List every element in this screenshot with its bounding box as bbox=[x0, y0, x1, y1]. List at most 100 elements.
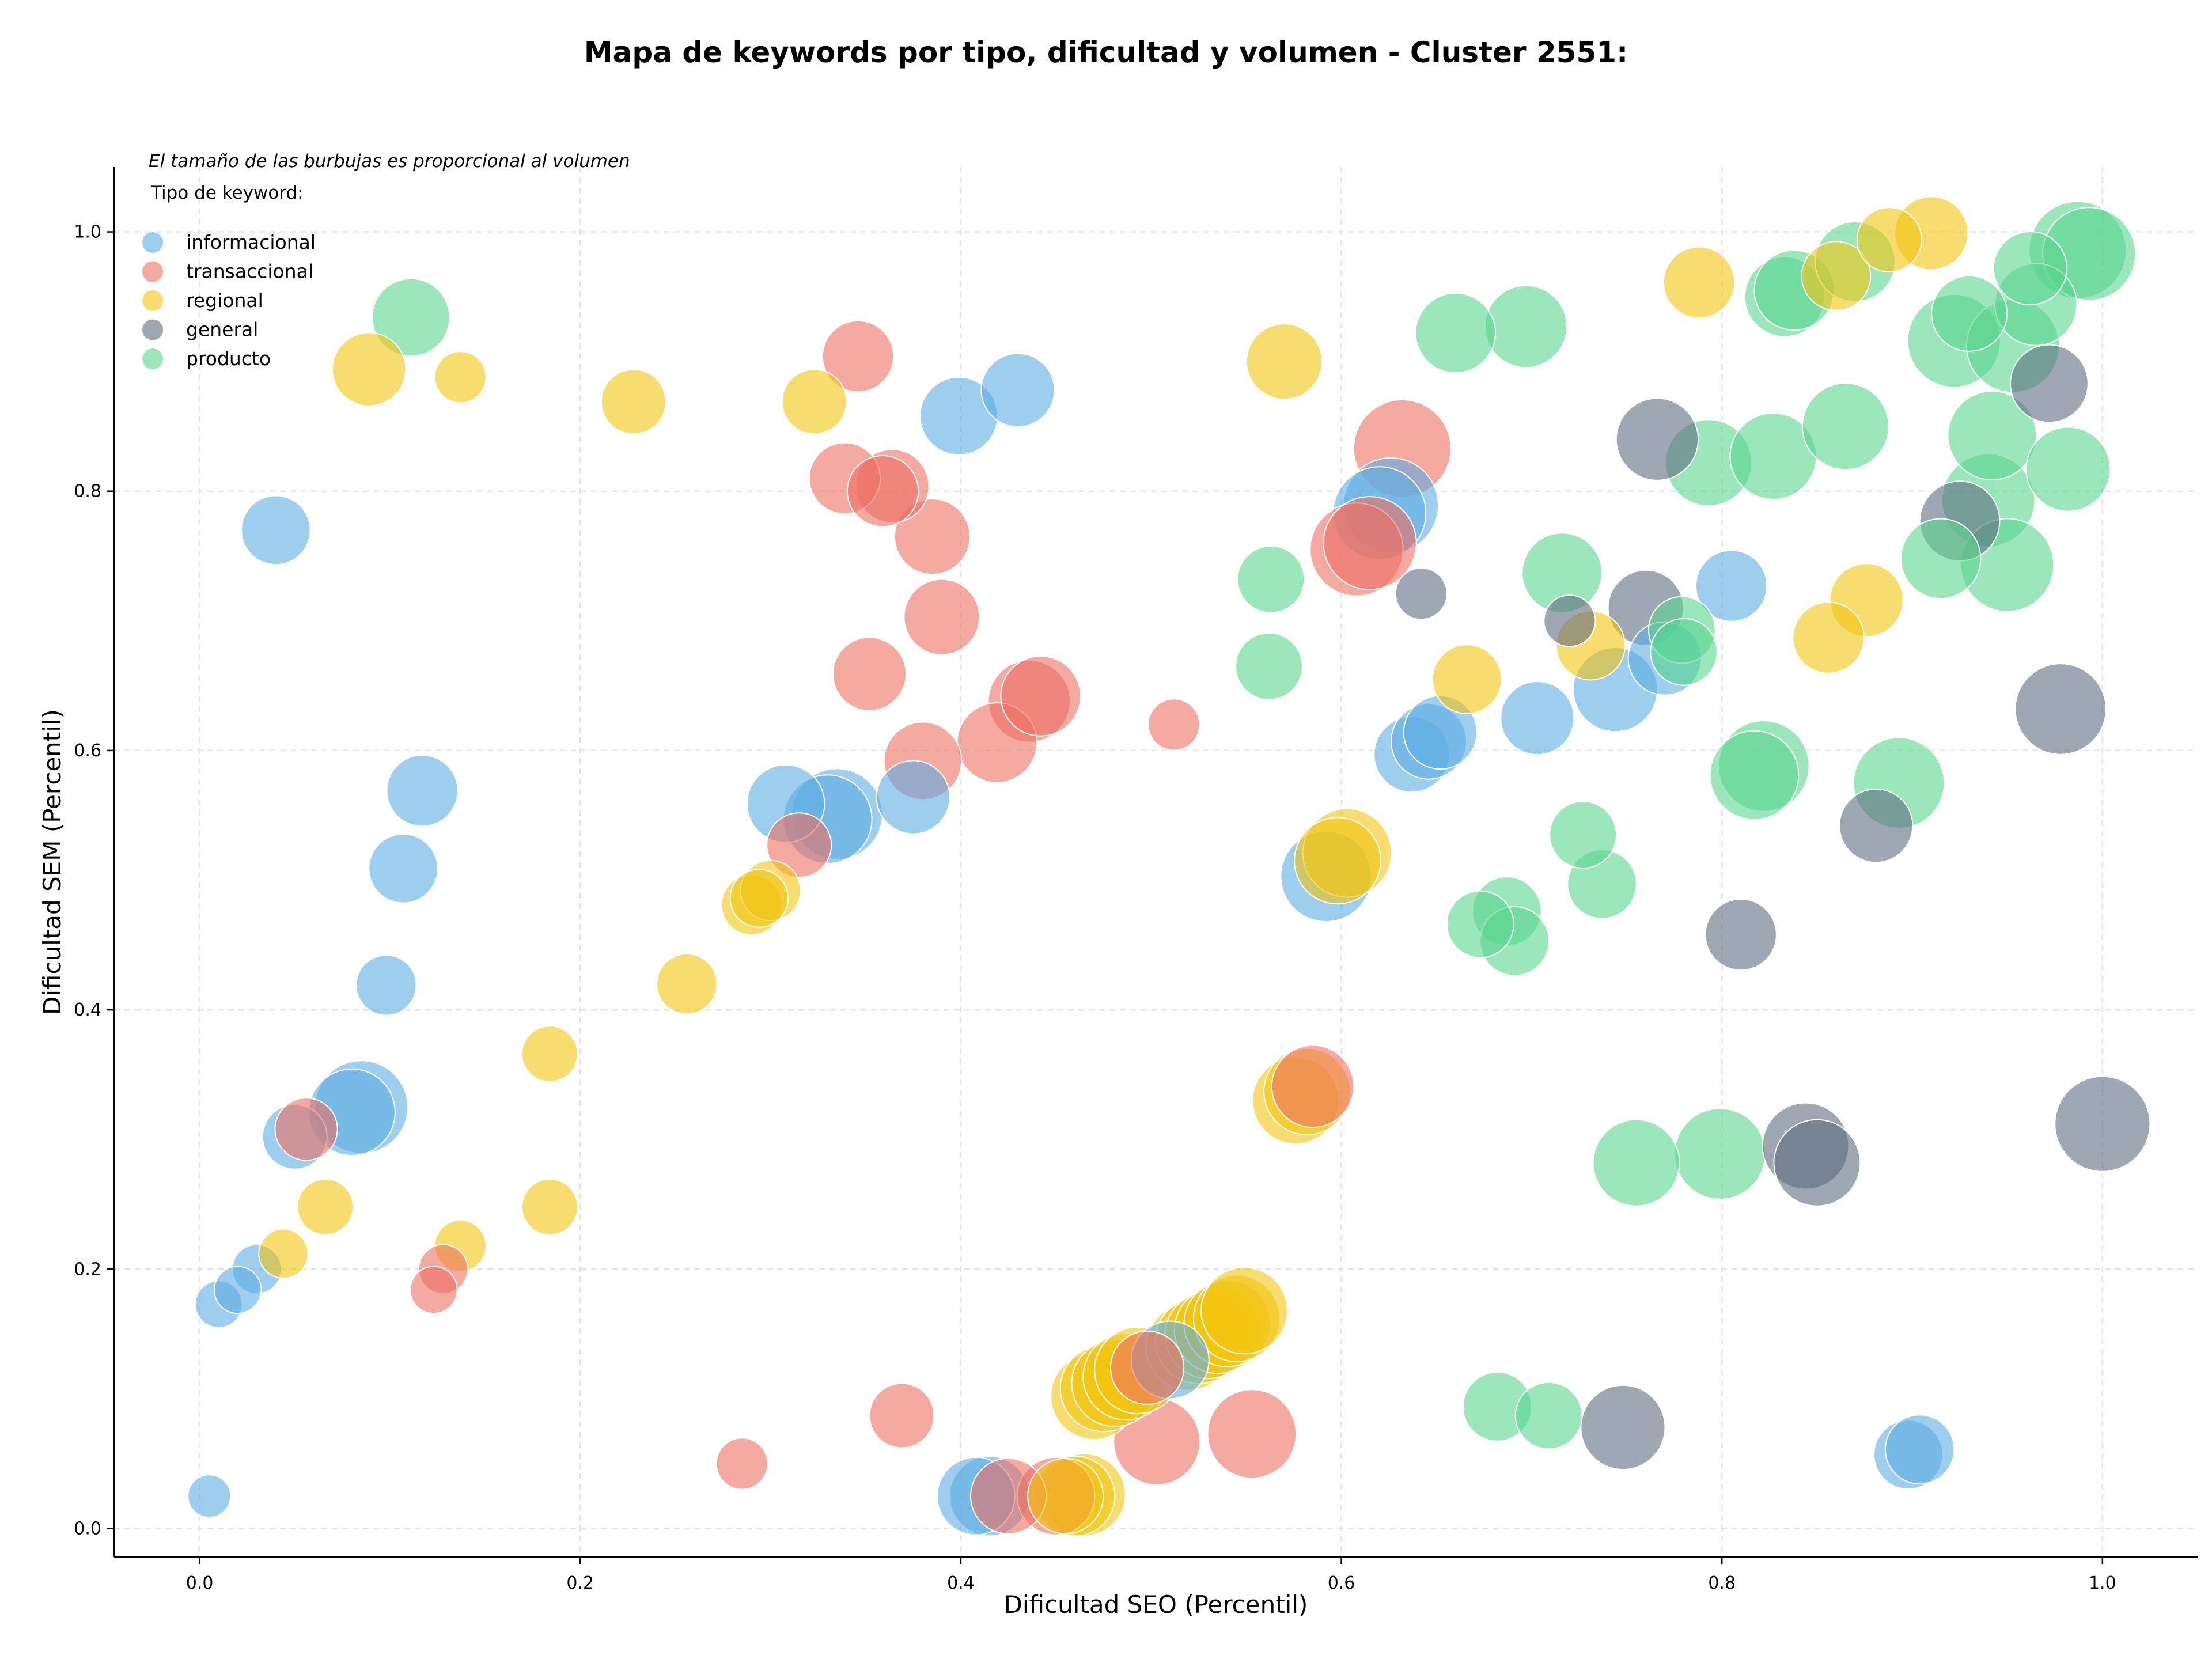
x-axis-label: Dificultad SEO (Percentil) bbox=[1004, 1590, 1308, 1619]
data-point bbox=[1395, 567, 1448, 620]
data-point bbox=[1207, 1389, 1297, 1479]
data-point bbox=[187, 1474, 232, 1518]
y-tick-label: 0.4 bbox=[74, 1000, 101, 1020]
legend: El tamaño de las burbujas es proporciona… bbox=[142, 151, 630, 370]
data-point bbox=[1580, 1384, 1666, 1470]
legend-title: Tipo de keyword: bbox=[150, 183, 304, 203]
data-point bbox=[1500, 681, 1575, 756]
y-tick-label: 0.8 bbox=[74, 482, 101, 502]
data-point bbox=[1900, 518, 1982, 600]
data-point bbox=[1993, 231, 2067, 306]
data-point bbox=[832, 637, 907, 711]
data-point bbox=[2010, 344, 2089, 423]
data-point bbox=[355, 954, 417, 1016]
data-point bbox=[2014, 663, 2107, 755]
data-point bbox=[1415, 292, 1497, 374]
data-point bbox=[1027, 1457, 1104, 1535]
data-point bbox=[600, 369, 666, 435]
chart-title: Mapa de keywords por tipo, dificultad y … bbox=[584, 36, 1628, 69]
legend-marker bbox=[142, 348, 163, 369]
legend-marker bbox=[142, 290, 163, 311]
y-tick-label: 1.0 bbox=[74, 222, 101, 243]
data-point bbox=[258, 1228, 309, 1279]
data-point bbox=[521, 1178, 578, 1236]
data-point bbox=[332, 332, 407, 407]
x-tick-label: 0.8 bbox=[1708, 1573, 1736, 1593]
data-point bbox=[1695, 550, 1768, 622]
x-tick-label: 1.0 bbox=[2089, 1573, 2116, 1593]
data-point bbox=[1323, 496, 1417, 590]
axes: 0.0 0.2 0.4 0.6 0.8 1.0 0.0 0.2 0.4 0.6 0.8 1.0 Difi… bbox=[38, 167, 2198, 1619]
data-point bbox=[1431, 644, 1502, 714]
y-axis-label: Dificultad SEM (Percentil) bbox=[38, 709, 66, 1015]
data-point bbox=[1947, 391, 2037, 480]
data-point bbox=[1514, 1381, 1583, 1450]
data-point bbox=[1549, 801, 1618, 869]
data-point bbox=[1110, 1330, 1185, 1405]
data-point bbox=[386, 755, 459, 827]
data-point bbox=[1294, 817, 1381, 905]
data-point bbox=[521, 1025, 578, 1082]
data-point bbox=[656, 953, 718, 1015]
data-point bbox=[766, 812, 832, 878]
data-point bbox=[1801, 382, 1889, 471]
data-point bbox=[1246, 323, 1323, 400]
legend-marker bbox=[142, 261, 163, 282]
data-point bbox=[1856, 207, 1922, 273]
data-point bbox=[2054, 1075, 2151, 1172]
data-point bbox=[1237, 545, 1305, 613]
data-point bbox=[1709, 730, 1800, 820]
legend-marker bbox=[142, 319, 163, 340]
data-point bbox=[1271, 1044, 1355, 1128]
data-point bbox=[434, 351, 487, 404]
data-point bbox=[2025, 426, 2111, 512]
legend-label: regional bbox=[186, 289, 263, 312]
data-point bbox=[1000, 656, 1081, 737]
data-point bbox=[1839, 788, 1914, 863]
data-point bbox=[1446, 890, 1514, 959]
data-point bbox=[1801, 241, 1872, 311]
data-point bbox=[1147, 698, 1200, 751]
data-point bbox=[1592, 1119, 1680, 1207]
data-point bbox=[1235, 632, 1303, 700]
data-point bbox=[1792, 601, 1865, 674]
x-tick-label: 0.2 bbox=[566, 1573, 594, 1593]
data-point bbox=[846, 455, 919, 528]
y-tick-label: 0.2 bbox=[74, 1259, 101, 1279]
x-tick-label: 0.4 bbox=[947, 1573, 975, 1593]
data-point bbox=[893, 498, 971, 575]
legend-label: informacional bbox=[186, 231, 316, 253]
data-point bbox=[241, 495, 311, 566]
y-tick-label: 0.0 bbox=[74, 1518, 101, 1539]
data-point bbox=[869, 1382, 935, 1449]
data-point bbox=[980, 353, 1055, 427]
y-tick-label: 0.6 bbox=[74, 741, 101, 761]
legend-label: transaccional bbox=[186, 260, 313, 283]
legend-note: El tamaño de las burbujas es proporciona… bbox=[149, 151, 630, 172]
data-point bbox=[1484, 285, 1568, 369]
data-point bbox=[274, 1097, 338, 1161]
legend-label: producto bbox=[186, 347, 271, 370]
data-point bbox=[1884, 1414, 1955, 1484]
data-point bbox=[903, 578, 980, 656]
legend-label: general bbox=[186, 319, 258, 341]
data-point bbox=[821, 320, 895, 393]
data-point bbox=[297, 1178, 354, 1236]
data-point bbox=[213, 1266, 262, 1315]
x-tick-label: 0.6 bbox=[1328, 1573, 1355, 1593]
x-tick-label: 0.0 bbox=[186, 1573, 214, 1593]
data-point bbox=[781, 369, 847, 435]
data-point bbox=[371, 278, 450, 357]
data-point bbox=[715, 1437, 768, 1490]
data-point bbox=[876, 760, 950, 835]
data-point bbox=[1931, 275, 2008, 352]
data-point bbox=[1650, 618, 1718, 686]
data-points bbox=[187, 196, 2151, 1537]
data-point bbox=[410, 1266, 458, 1315]
legend-marker bbox=[142, 232, 163, 253]
data-point bbox=[729, 869, 789, 928]
data-point bbox=[1200, 1267, 1289, 1355]
data-point bbox=[1674, 1108, 1766, 1200]
data-point bbox=[1705, 898, 1777, 971]
